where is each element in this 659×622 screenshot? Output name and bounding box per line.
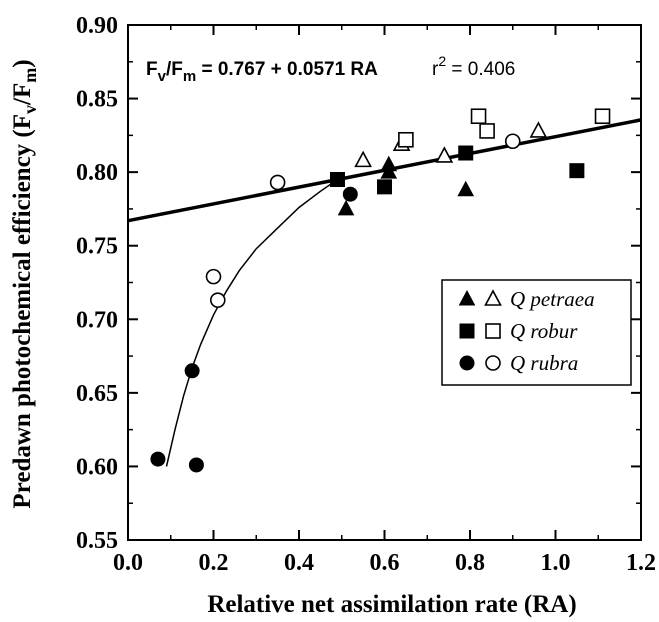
x-tick-label: 0.0 [113, 550, 143, 576]
q-rubra-filled-circle-point [188, 457, 204, 473]
q-rubra-open-circle-point [504, 133, 521, 150]
x-tick-label: 0.2 [199, 550, 229, 576]
legend-open-triangle-icon [484, 289, 502, 306]
q-petraea-filled-triangle-point [380, 155, 398, 172]
regression-equation: Fv/Fm = 0.767 + 0.0571 RA [146, 59, 378, 85]
legend-label-q-petraea: Q petraea [510, 287, 595, 311]
q-robur-filled-square-point [377, 179, 392, 195]
y-tick-label: 0.75 [76, 234, 118, 260]
x-tick-label: 1.2 [626, 550, 656, 576]
legend-filled-square-icon [459, 323, 475, 339]
legend-label-q-robur: Q robur [510, 319, 578, 343]
y-tick-label: 0.70 [76, 307, 118, 333]
saturation-curve [165, 178, 338, 467]
y-tick-label: 0.85 [76, 87, 118, 113]
legend-open-square-icon [485, 323, 501, 339]
q-rubra-filled-circle-point [150, 451, 166, 467]
x-axis-title: Relative net assimilation rate (RA) [207, 591, 576, 618]
q-robur-open-square-point [470, 108, 487, 125]
q-petraea-filled-triangle-point [457, 180, 475, 197]
y-axis-title: Predawn photochemical efficiency (Fv/Fm) [9, 59, 40, 508]
y-tick-label: 0.60 [76, 454, 118, 480]
y-tick-label: 0.55 [76, 528, 118, 554]
q-rubra-open-circle-point [269, 174, 286, 191]
x-tick-label: 0.6 [370, 550, 400, 576]
axis-ticks: 0.0 0.2 0.4 0.6 0.8 1.0 1.2 0.55 0.60 0.65 0.70 0.7… [76, 13, 656, 576]
y-tick-label: 0.90 [76, 13, 118, 39]
y-tick-label: 0.65 [76, 381, 118, 407]
plot-frame [127, 24, 642, 541]
q-robur-filled-square-point [569, 163, 585, 179]
legend-label-q-rubra: Q rubra [510, 351, 578, 375]
data-points [150, 108, 611, 473]
legend-open-circle-icon [485, 355, 501, 371]
q-robur-filled-square-point [329, 172, 345, 187]
x-tick-label: 1.0 [541, 550, 571, 576]
legend-markers [458, 289, 502, 371]
q-petraea-open-triangle-point [354, 150, 372, 168]
q-rubra-filled-circle-point [184, 363, 200, 379]
legend: Q petraea Q robur Q rubra [441, 279, 632, 386]
x-tick-label: 0.8 [455, 550, 485, 576]
q-rubra-open-circle-point [205, 268, 222, 285]
x-tick-label: 0.4 [284, 550, 314, 576]
y-tick-label: 0.80 [76, 160, 118, 186]
q-robur-open-square-point [479, 123, 495, 139]
q-robur-open-square-point [398, 131, 414, 148]
q-petraea-filled-triangle-point [337, 199, 355, 216]
q-rubra-filled-circle-point [342, 186, 358, 202]
r-squared-label: r2 = 0.406 [432, 53, 515, 80]
q-robur-open-square-point [594, 108, 611, 125]
q-rubra-open-circle-point [209, 292, 226, 308]
q-petraea-open-triangle-point [529, 121, 548, 138]
q-robur-filled-square-point [458, 145, 474, 161]
q-petraea-open-triangle-point [435, 146, 454, 163]
legend-filled-triangle-icon [458, 289, 476, 306]
legend-filled-circle-icon [459, 355, 475, 371]
